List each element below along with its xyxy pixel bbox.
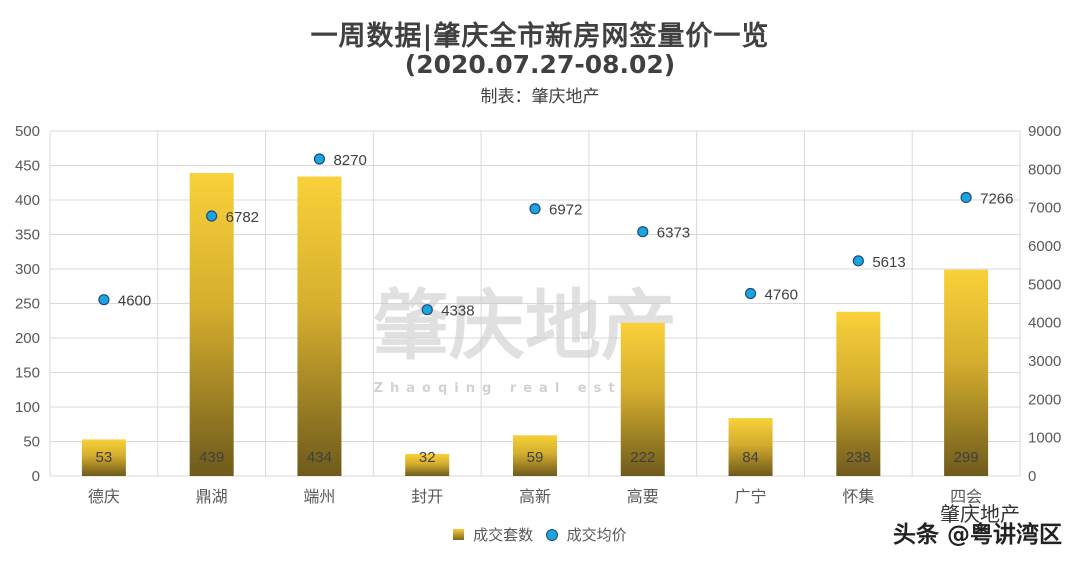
bar-label-5: 222 — [630, 449, 655, 466]
x-tick-6: 广宁 — [735, 487, 767, 506]
y-tick-left-4: 200 — [15, 330, 40, 347]
bar-label-7: 238 — [846, 449, 871, 466]
chart-title: 一周数据|肇庆全市新房网签量价一览 — [310, 21, 770, 52]
y-tick-right-7: 7000 — [1028, 200, 1061, 217]
bar-label-4: 59 — [527, 449, 544, 466]
bar-广宁 — [728, 418, 773, 476]
y-tick-left-5: 250 — [15, 296, 40, 313]
point-封开 — [421, 304, 433, 316]
y-tick-left-2: 100 — [15, 399, 40, 416]
legend-label-bar: 成交套数 — [473, 526, 534, 544]
point-label-4: 6972 — [549, 202, 582, 219]
point-高要 — [637, 226, 649, 238]
point-label-3: 4338 — [441, 303, 474, 320]
bar-label-3: 32 — [419, 449, 436, 466]
y-tick-right-6: 6000 — [1028, 238, 1061, 255]
y-tick-left-0: 0 — [32, 468, 40, 485]
point-端州 — [313, 153, 326, 165]
point-label-6: 4760 — [765, 287, 798, 304]
point-label-7: 5613 — [872, 254, 905, 271]
bar-label-6: 84 — [742, 449, 759, 466]
bar-怀集 — [836, 311, 881, 476]
bar-四会 — [944, 269, 989, 476]
bar-端州 — [297, 176, 342, 477]
legend-swatch-point — [545, 528, 558, 541]
x-tick-7: 怀集 — [842, 487, 874, 506]
y-tick-right-5: 5000 — [1028, 276, 1061, 293]
watermark-en: Zhaoqing real estate — [374, 381, 667, 396]
y-tick-left-10: 500 — [15, 123, 40, 140]
y-tick-left-7: 350 — [15, 227, 40, 244]
bar-高新 — [513, 435, 557, 476]
point-label-8: 7266 — [980, 190, 1013, 207]
point-德庆 — [98, 294, 110, 306]
point-label-0: 4600 — [118, 293, 151, 310]
y-tick-right-8: 8000 — [1028, 161, 1061, 178]
watermark-corner-top: 肇庆地产 — [940, 502, 1020, 526]
bar-label-1: 439 — [199, 449, 224, 466]
legend-label-point: 成交均价 — [566, 526, 627, 544]
x-tick-5: 高要 — [627, 487, 659, 506]
y-tick-left-6: 300 — [15, 261, 40, 278]
bar-鼎湖 — [189, 173, 234, 476]
point-四会 — [960, 191, 972, 204]
point-怀集 — [852, 255, 864, 267]
point-高新 — [529, 203, 541, 215]
x-tick-8: 四会 — [950, 487, 982, 506]
point-label-5: 6373 — [657, 225, 690, 242]
y-tick-left-9: 450 — [15, 158, 40, 175]
bar-label-8: 299 — [954, 449, 979, 466]
chart-maker: 制表：肇庆地产 — [480, 87, 600, 107]
bar-德庆 — [81, 439, 126, 476]
bar-封开 — [405, 453, 450, 476]
bar-label-2: 434 — [307, 449, 332, 466]
y-tick-left-8: 400 — [15, 192, 40, 209]
point-label-1: 6782 — [226, 209, 259, 226]
y-tick-right-3: 3000 — [1028, 353, 1061, 370]
point-鼎湖 — [206, 210, 218, 222]
x-tick-2: 端州 — [303, 487, 335, 506]
watermark-corner-bottom: 头条 @粤讲湾区 — [892, 522, 1062, 548]
y-tick-right-2: 2000 — [1028, 391, 1061, 408]
y-tick-right-4: 4000 — [1028, 315, 1061, 332]
bar-高要 — [620, 322, 665, 476]
legend: 成交套数 成交均价 — [0, 524, 1080, 545]
y-tick-right-1: 1000 — [1028, 430, 1061, 447]
x-tick-4: 高新 — [519, 487, 551, 506]
point-广宁 — [744, 287, 757, 300]
x-tick-0: 德庆 — [88, 487, 120, 506]
y-tick-right-0: 0 — [1028, 468, 1036, 485]
x-tick-3: 封开 — [411, 487, 443, 506]
chart-subtitle: (2020.07.27-08.02) — [404, 50, 676, 79]
point-label-2: 8270 — [333, 152, 366, 169]
legend-swatch-bar — [453, 529, 465, 540]
y-tick-left-3: 150 — [15, 365, 40, 382]
y-tick-left-1: 50 — [23, 434, 40, 451]
bar-label-0: 53 — [96, 449, 113, 466]
y-tick-right-9: 9000 — [1028, 123, 1061, 140]
x-tick-1: 鼎湖 — [196, 487, 228, 506]
